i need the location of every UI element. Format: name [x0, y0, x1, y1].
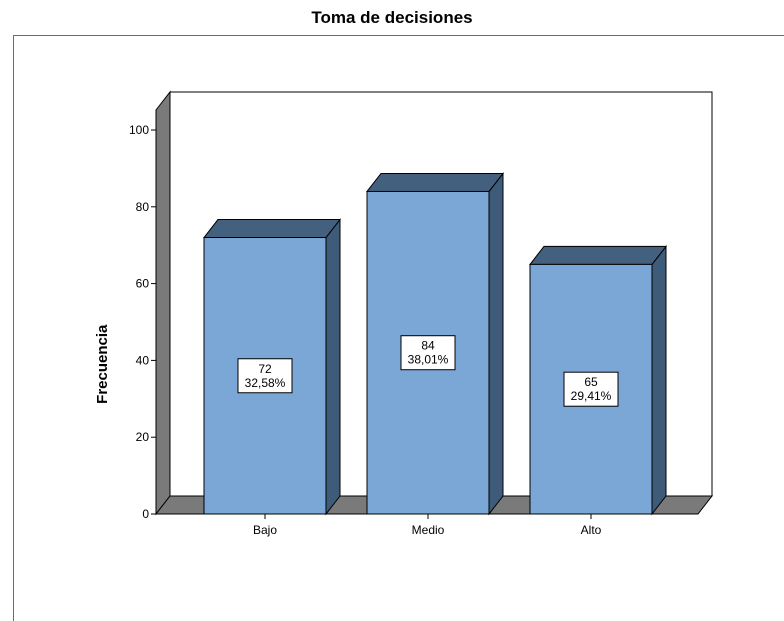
- data-label-percent-bajo: 32,58%: [245, 376, 286, 390]
- left-wall: [155, 90, 171, 516]
- data-label-box-bajo: [237, 358, 293, 394]
- data-label-count-bajo: 72: [258, 362, 272, 376]
- x-tick-label-alto: Alto: [581, 523, 602, 537]
- chart-frame: [13, 35, 784, 621]
- data-label-count-medio: 84: [421, 339, 435, 353]
- bar-top-alto: [528, 245, 668, 265]
- y-tick-label-0: 0: [142, 507, 149, 521]
- y-axis-title: Frecuencia: [94, 324, 111, 404]
- y-tick-label-60: 60: [136, 277, 150, 291]
- y-tick-label-20: 20: [136, 430, 150, 444]
- data-label-count-alto: 65: [584, 375, 598, 389]
- x-tick-label-bajo: Bajo: [253, 523, 277, 537]
- data-label-box-medio: [400, 335, 456, 371]
- bar-side-bajo: [325, 218, 341, 516]
- data-label-box-alto: [563, 371, 619, 407]
- x-tick-label-medio: Medio: [412, 523, 445, 537]
- bar-top-bajo: [202, 219, 342, 239]
- chart-title: Toma de decisiones: [311, 8, 473, 27]
- y-tick-label-40: 40: [136, 353, 150, 367]
- bar-top-medio: [365, 172, 505, 192]
- bar-side-alto: [651, 244, 667, 516]
- data-label-percent-medio: 38,01%: [408, 353, 449, 367]
- y-tick-label-100: 100: [129, 123, 149, 137]
- y-tick-label-80: 80: [136, 200, 150, 214]
- data-label-percent-alto: 29,41%: [571, 389, 612, 403]
- bar-side-medio: [488, 171, 504, 516]
